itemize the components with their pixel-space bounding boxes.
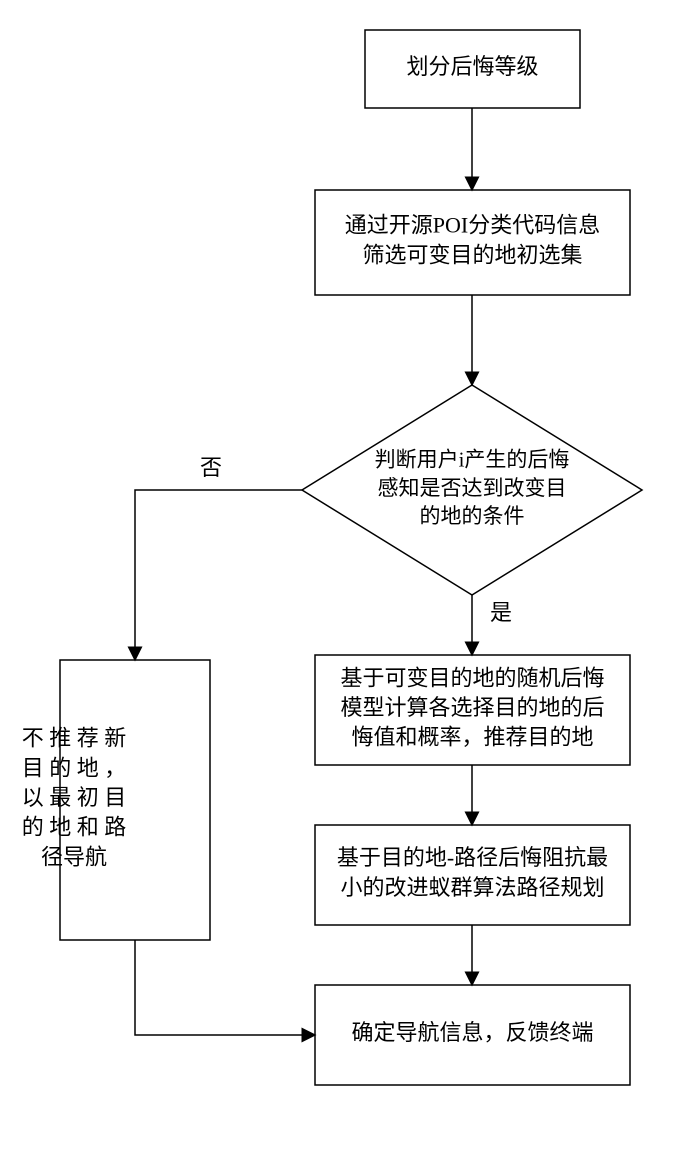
svg-text:小的改进蚁群算法路径规划: 小的改进蚁群算法路径规划 — [340, 875, 604, 900]
svg-text:以 最 初 目: 以 最 初 目 — [22, 785, 127, 810]
svg-text:悔值和概率，推荐目的地: 悔值和概率，推荐目的地 — [351, 725, 593, 750]
node-n3: 判断用户i产生的后悔感知是否达到改变目的地的条件 — [302, 385, 642, 595]
svg-text:通过开源POI分类代码信息: 通过开源POI分类代码信息 — [345, 213, 600, 238]
node-n4: 基于可变目的地的随机后悔模型计算各选择目的地的后悔值和概率，推荐目的地 — [315, 655, 630, 765]
svg-text:基于可变目的地的随机后悔: 基于可变目的地的随机后悔 — [340, 665, 604, 690]
node-n2: 通过开源POI分类代码信息筛选可变目的地初选集 — [315, 190, 630, 295]
svg-text:径导航: 径导航 — [41, 844, 107, 869]
svg-text:筛选可变目的地初选集: 筛选可变目的地初选集 — [362, 242, 582, 267]
svg-text:判断用户i产生的后悔: 判断用户i产生的后悔 — [375, 447, 570, 471]
svg-text:目 的 地 ，: 目 的 地 ， — [22, 755, 127, 780]
svg-text:感知是否达到改变目: 感知是否达到改变目 — [378, 476, 567, 500]
flowchart-canvas: 划分后悔等级通过开源POI分类代码信息筛选可变目的地初选集判断用户i产生的后悔感… — [0, 0, 695, 1154]
svg-text:基于目的地-路径后悔阻抗最: 基于目的地-路径后悔阻抗最 — [337, 845, 608, 870]
svg-text:的地的条件: 的地的条件 — [420, 504, 525, 528]
edge-label-e6: 否 — [200, 455, 222, 480]
node-n7: 不 推 荐 新目 的 地 ， 以 最 初 目的 地 和 路径导航 — [22, 660, 210, 940]
edge-e7 — [135, 940, 315, 1035]
edge-label-e3: 是 — [490, 600, 512, 625]
node-n6: 确定导航信息，反馈终端 — [315, 985, 630, 1085]
svg-text:的 地 和 路: 的 地 和 路 — [22, 815, 127, 840]
edge-e6 — [135, 490, 302, 660]
svg-text:确定导航信息，反馈终端: 确定导航信息，反馈终端 — [351, 1020, 593, 1045]
node-n5: 基于目的地-路径后悔阻抗最小的改进蚁群算法路径规划 — [315, 825, 630, 925]
svg-text:模型计算各选择目的地的后: 模型计算各选择目的地的后 — [340, 695, 604, 720]
svg-text:不 推 荐 新: 不 推 荐 新 — [22, 726, 127, 751]
node-n1: 划分后悔等级 — [365, 30, 580, 108]
svg-text:划分后悔等级: 划分后悔等级 — [406, 54, 538, 79]
